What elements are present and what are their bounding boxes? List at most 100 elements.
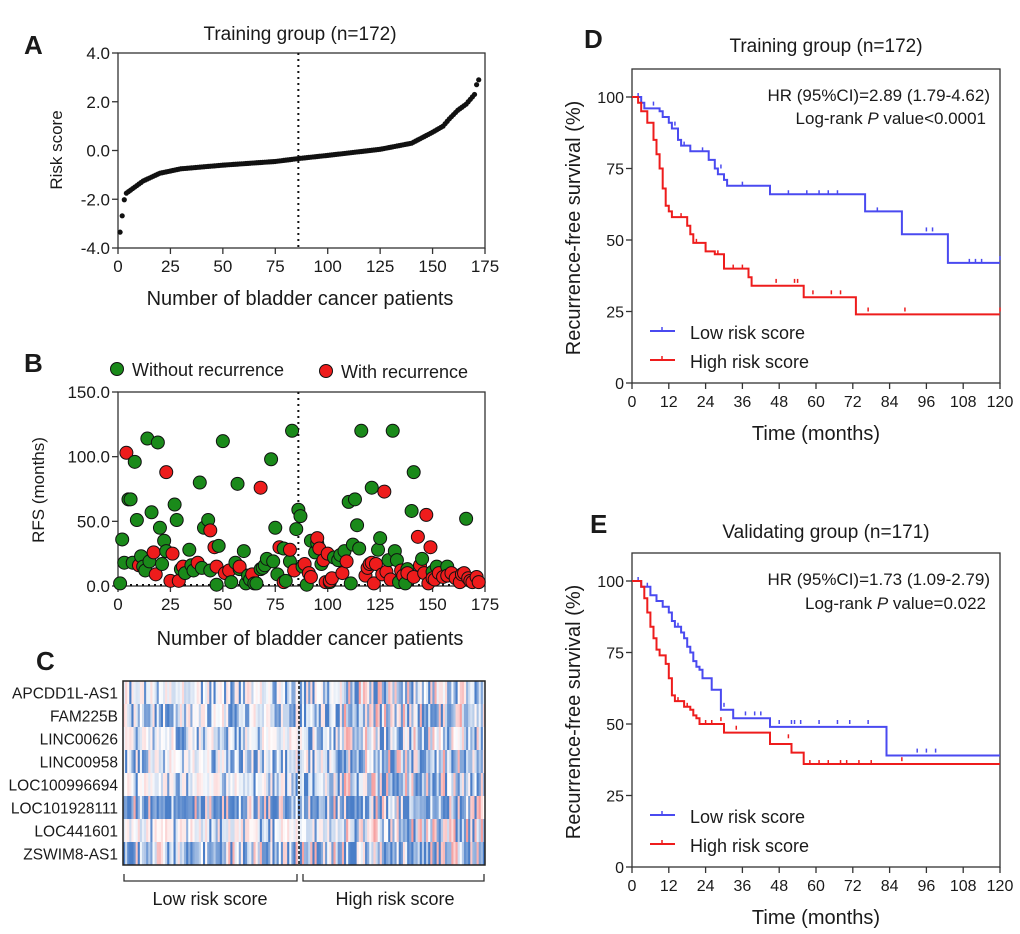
heatmap-cell xyxy=(274,796,278,820)
heatmap-cell xyxy=(202,727,206,751)
heatmap-cell xyxy=(322,750,326,774)
heatmap-cell xyxy=(230,727,233,751)
heatmap-cell xyxy=(348,681,351,705)
point-without-recurrence xyxy=(354,423,369,438)
heatmap-cell xyxy=(276,727,280,751)
heatmap-cell xyxy=(270,819,273,843)
heatmap-cell xyxy=(472,773,475,797)
heatmap-cell xyxy=(369,681,372,705)
heatmap-cell xyxy=(474,796,477,820)
heatmap-cell xyxy=(358,750,362,774)
heatmap-cell xyxy=(238,842,242,866)
heatmap-cell xyxy=(261,773,265,797)
heatmap-cell xyxy=(297,704,301,728)
heatmap-cell xyxy=(264,704,267,728)
heatmap-cell xyxy=(455,704,459,728)
heatmap-cell xyxy=(343,796,347,820)
heatmap-cell xyxy=(329,819,332,843)
heatmap-cell xyxy=(392,704,395,728)
heatmap-cell xyxy=(468,842,471,866)
heatmap-cell xyxy=(352,727,355,751)
heatmap-cell xyxy=(453,773,456,797)
heatmap-cell xyxy=(402,773,406,797)
heatmap-cell xyxy=(436,727,440,751)
heatmap-cell xyxy=(282,704,286,728)
heatmap-cell xyxy=(249,773,252,797)
heatmap-cell xyxy=(148,842,151,866)
heatmap-cell xyxy=(131,704,134,728)
heatmap-cell xyxy=(337,727,341,751)
heatmap-cell xyxy=(407,773,410,797)
heatmap-cell xyxy=(146,704,149,728)
heatmap-cell xyxy=(371,750,374,774)
heatmap-cell xyxy=(125,773,128,797)
heatmap-cell xyxy=(400,727,404,751)
heatmap-cell xyxy=(299,750,303,774)
heatmap-cell xyxy=(457,750,461,774)
heatmap-cell xyxy=(282,727,286,751)
heatmap-cell xyxy=(137,750,141,774)
heatmap-cell xyxy=(388,750,391,774)
heatmap-cell xyxy=(405,796,408,820)
x-tick-label: 50 xyxy=(213,595,232,614)
heatmap-cell xyxy=(463,727,467,751)
heatmap-cell xyxy=(264,842,267,866)
heatmap-cell xyxy=(373,819,376,843)
heatmap-cell xyxy=(480,842,484,866)
heatmap-cell xyxy=(388,842,391,866)
heatmap-cell xyxy=(154,796,158,820)
heatmap-cell xyxy=(386,727,389,751)
heatmap-cell xyxy=(270,750,273,774)
heatmap-cell xyxy=(350,773,353,797)
heatmap-cell xyxy=(375,796,379,820)
heatmap-cell xyxy=(438,681,442,705)
heatmap-cell xyxy=(245,750,248,774)
heatmap-cell xyxy=(356,773,360,797)
heatmap-cell xyxy=(461,681,465,705)
heatmap-cell xyxy=(230,819,233,843)
y-tick-label: 100 xyxy=(597,90,624,107)
heatmap-cell xyxy=(461,704,465,728)
heatmap-cell xyxy=(367,704,370,728)
heatmap-cell xyxy=(249,842,252,866)
heatmap-cell xyxy=(343,727,347,751)
heatmap-cell xyxy=(169,681,172,705)
heatmap-cell xyxy=(362,750,366,774)
point-with-recurrence xyxy=(119,445,134,460)
heatmap-cell xyxy=(274,819,278,843)
heatmap-cell xyxy=(272,796,275,820)
heatmap-cell xyxy=(358,773,362,797)
heatmap-cell xyxy=(184,819,187,843)
heatmap-cell xyxy=(188,727,191,751)
heatmap-cell xyxy=(373,842,376,866)
heatmap-cell xyxy=(152,796,155,820)
heatmap-cell xyxy=(209,727,212,751)
heatmap-cell xyxy=(466,704,469,728)
heatmap-cell xyxy=(306,750,309,774)
heatmap-cell xyxy=(468,750,471,774)
heatmap-cell xyxy=(390,750,393,774)
heatmap-cell xyxy=(318,773,322,797)
heatmap-cell xyxy=(396,773,400,797)
heatmap-cell xyxy=(318,796,322,820)
panel-e-title: Validating group (n=171) xyxy=(722,522,929,543)
heatmap-cell xyxy=(350,727,353,751)
point-without-recurrence xyxy=(350,518,365,533)
heatmap-cell xyxy=(434,819,437,843)
heatmap-cell xyxy=(198,750,202,774)
heatmap-cell xyxy=(348,773,351,797)
point-without-recurrence xyxy=(182,542,197,557)
heatmap-cell xyxy=(221,842,225,866)
y-tick-label: 0.0 xyxy=(86,577,110,596)
heatmap-row-label: ZSWIM8-AS1 xyxy=(23,847,118,864)
heatmap-cell xyxy=(202,842,206,866)
heatmap-cell xyxy=(318,704,322,728)
heatmap-cell xyxy=(234,704,238,728)
heatmap-cell xyxy=(447,819,450,843)
heatmap-cell xyxy=(169,819,172,843)
heatmap-cell xyxy=(257,773,261,797)
heatmap-cell xyxy=(312,727,315,751)
heatmap-cell xyxy=(426,773,429,797)
heatmap-cell xyxy=(459,704,463,728)
point-without-recurrence xyxy=(150,435,165,450)
